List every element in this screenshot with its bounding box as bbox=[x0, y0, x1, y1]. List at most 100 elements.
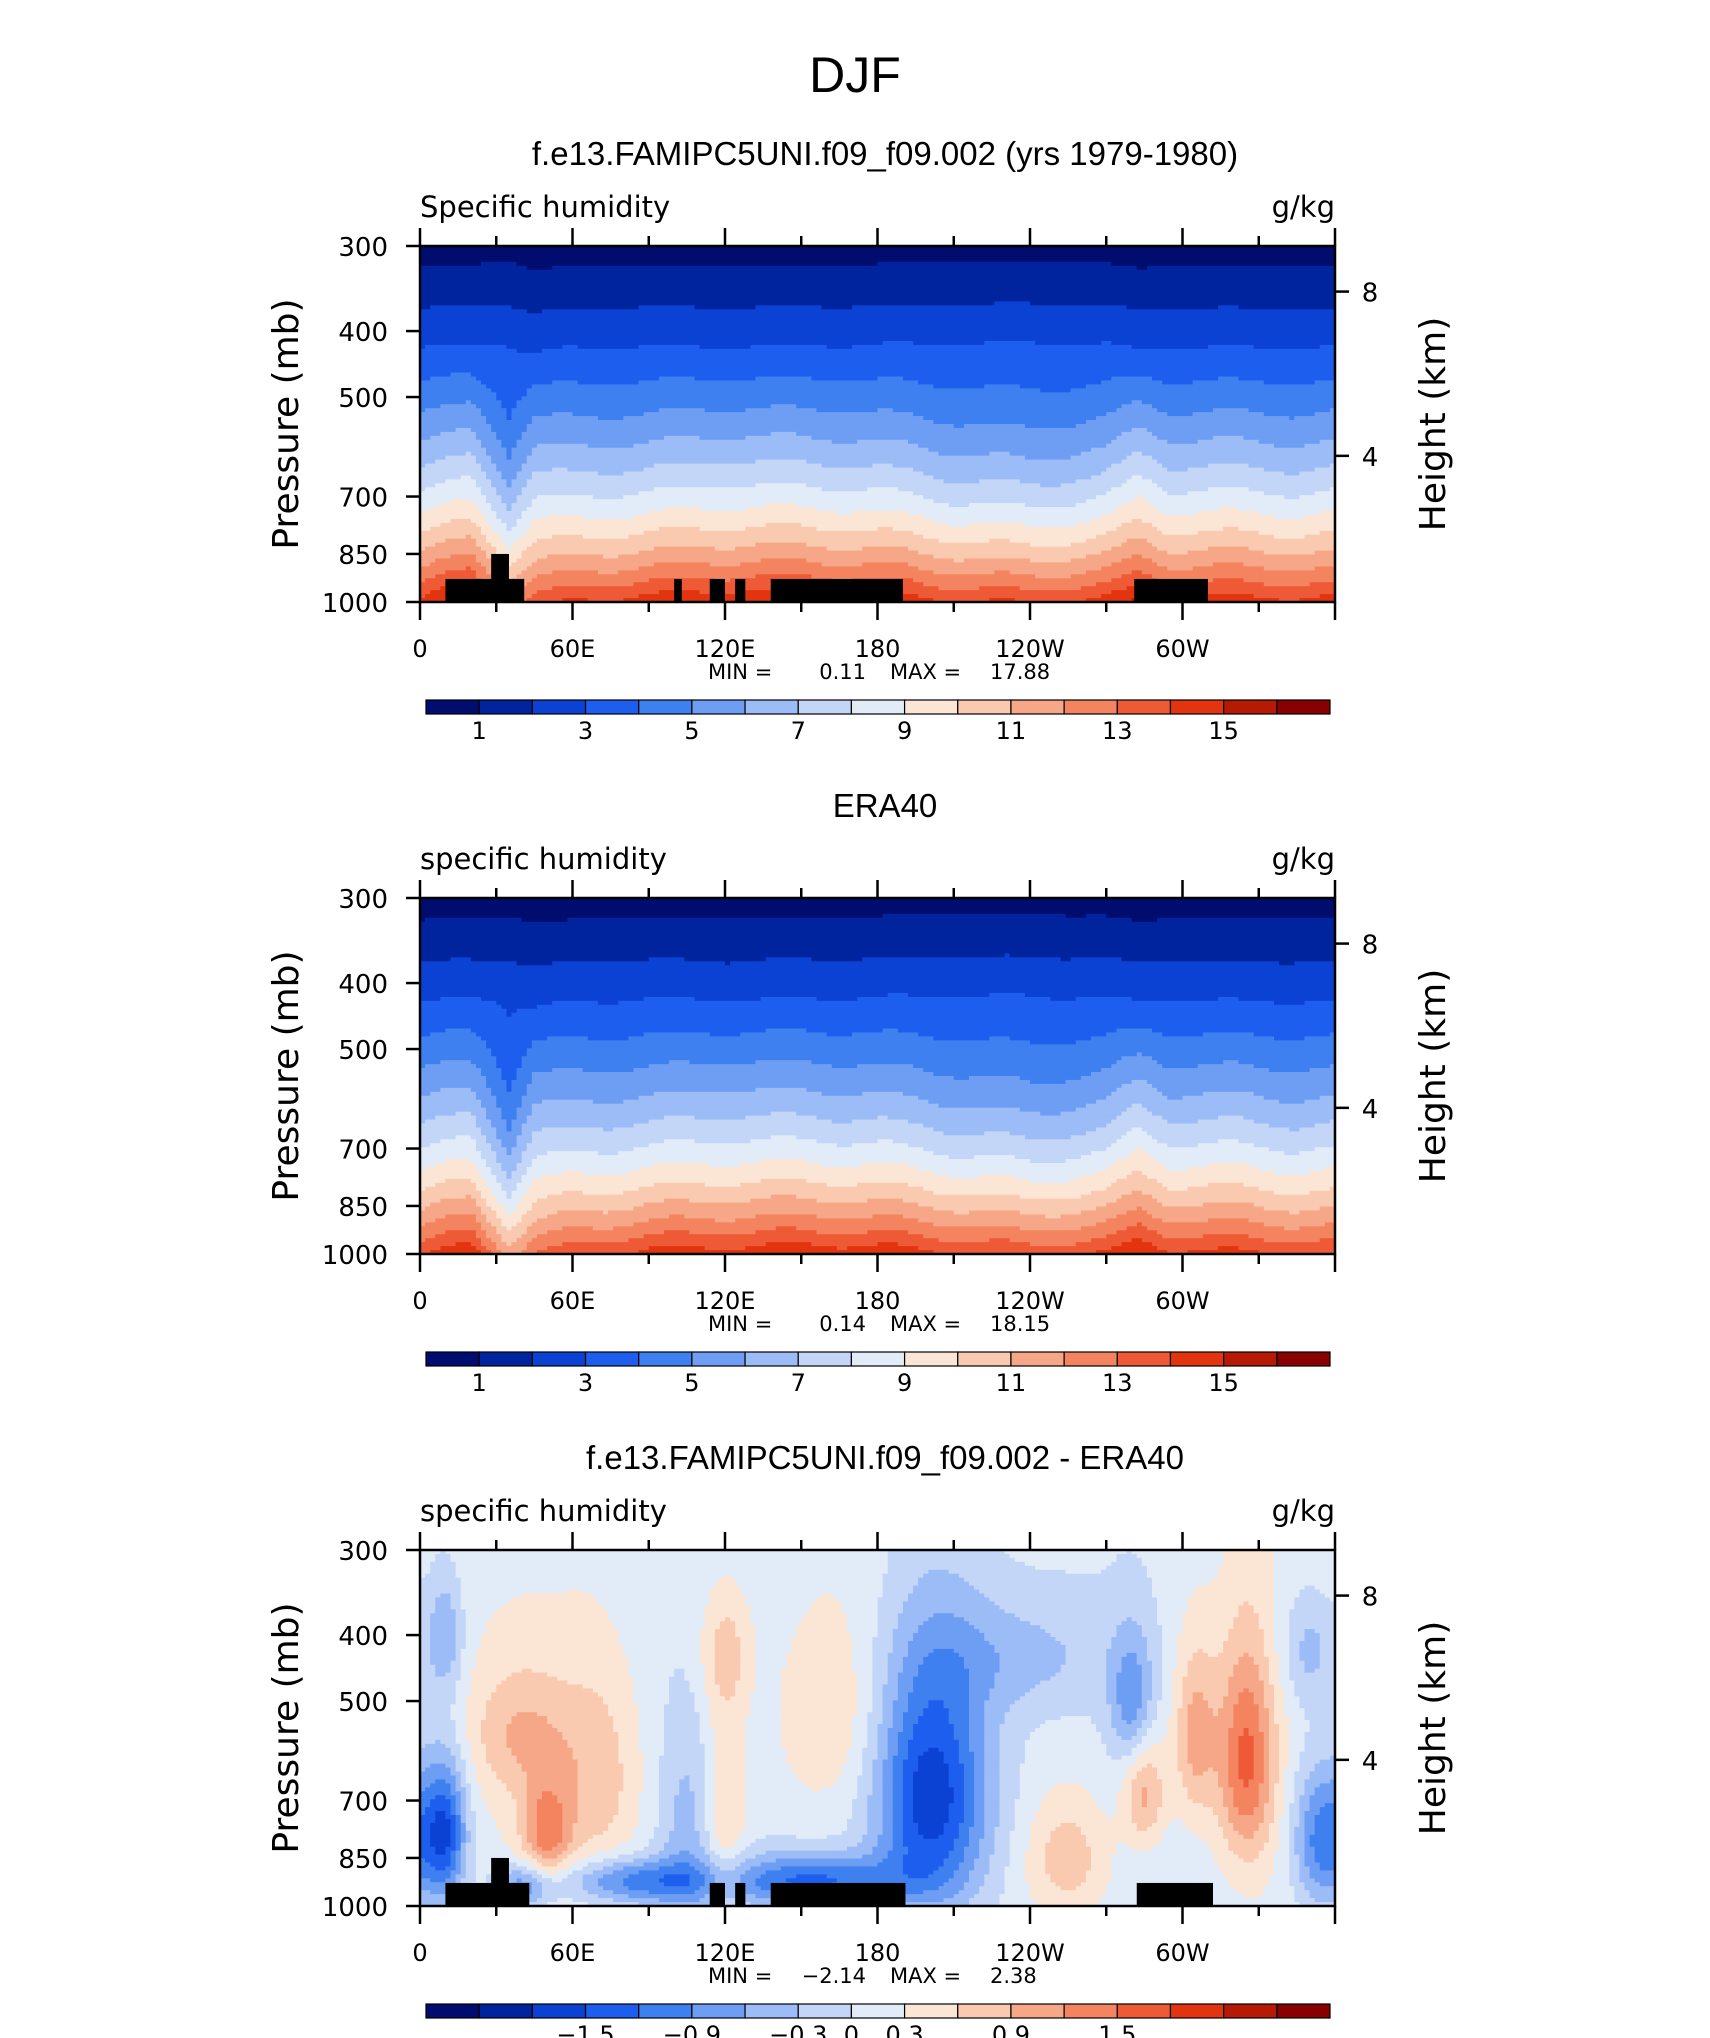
contour-cell bbox=[1314, 1791, 1335, 1796]
contour-cell bbox=[1111, 1870, 1224, 1875]
contour-cell bbox=[1248, 1218, 1335, 1223]
contour-cell bbox=[506, 344, 563, 350]
contour-cell bbox=[1141, 1238, 1265, 1243]
contour-cell bbox=[1329, 1755, 1335, 1761]
contour-cell bbox=[1024, 1751, 1107, 1757]
contour-cell bbox=[460, 1589, 569, 1595]
contour-cell bbox=[521, 1064, 650, 1069]
contour-cell bbox=[633, 1696, 670, 1701]
contour-cell bbox=[1314, 1585, 1335, 1591]
contour-cell bbox=[918, 1577, 965, 1583]
contour-cell bbox=[740, 1886, 762, 1891]
contour-cell bbox=[542, 1882, 584, 1887]
contour-cell bbox=[1274, 1190, 1311, 1196]
contour-cell bbox=[745, 507, 818, 512]
contour-cell bbox=[420, 277, 1335, 283]
contour-cell bbox=[1146, 1079, 1335, 1085]
contour-cell bbox=[704, 1763, 716, 1769]
contour-cell bbox=[674, 1818, 696, 1824]
contour-cell bbox=[999, 1605, 1158, 1610]
colorbar-swatch bbox=[1169, 2003, 1225, 2019]
contour-cell bbox=[516, 1186, 528, 1192]
contour-cell bbox=[1157, 1601, 1189, 1606]
contour-cell bbox=[841, 1830, 868, 1836]
contour-cell bbox=[1019, 1783, 1057, 1788]
contour-cell bbox=[892, 1822, 904, 1828]
contour-cell bbox=[1258, 1712, 1270, 1717]
contour-cell bbox=[908, 1739, 960, 1745]
contour-cell bbox=[597, 1878, 624, 1883]
contour-cell bbox=[1192, 566, 1265, 571]
contour-cell bbox=[745, 1791, 858, 1796]
contour-cell bbox=[699, 1648, 716, 1654]
contour-cell bbox=[460, 1597, 513, 1603]
contour-cell bbox=[958, 1834, 970, 1840]
contour-cell bbox=[1116, 408, 1158, 413]
contour-cell bbox=[1040, 388, 1072, 393]
contour-cell bbox=[979, 1629, 1046, 1634]
contour-cell bbox=[582, 1866, 604, 1871]
contour-cell bbox=[699, 1660, 716, 1666]
contour-cell bbox=[750, 1700, 782, 1705]
contour-cell bbox=[470, 1178, 487, 1184]
contour-cell bbox=[1314, 1850, 1335, 1856]
contour-cell bbox=[1279, 1842, 1290, 1848]
colorbar-label: 0.3 bbox=[886, 2021, 924, 2038]
contour-cell bbox=[628, 1874, 665, 1879]
contour-cell bbox=[1268, 1826, 1280, 1832]
contour-cell bbox=[994, 1648, 1067, 1654]
terrain-mask bbox=[445, 1882, 530, 1906]
contour-cell bbox=[516, 1815, 528, 1820]
contour-cell bbox=[430, 1202, 477, 1208]
contour-cell bbox=[577, 1791, 619, 1796]
contour-cell bbox=[1014, 1700, 1107, 1705]
contour-cell bbox=[450, 1668, 462, 1674]
contour-cell bbox=[516, 443, 538, 449]
contour-cell bbox=[572, 1830, 604, 1836]
contour-cell bbox=[430, 1644, 457, 1650]
contour-cell bbox=[755, 305, 823, 310]
contour-cell bbox=[1263, 1704, 1275, 1709]
contour-cell bbox=[1126, 479, 1153, 484]
contour-cell bbox=[1030, 1890, 1107, 1895]
contour-cell bbox=[547, 1214, 670, 1219]
contour-cell bbox=[1050, 1633, 1118, 1638]
contour-cell bbox=[1309, 1894, 1335, 1899]
contour-cell bbox=[1274, 1712, 1285, 1717]
contour-cell bbox=[420, 1218, 436, 1223]
contour-cell bbox=[1314, 1830, 1335, 1836]
contour-cell bbox=[923, 1890, 960, 1895]
contour-cell bbox=[450, 1712, 467, 1717]
contour-cell bbox=[557, 1799, 579, 1804]
contour-cell bbox=[1319, 1866, 1335, 1871]
contour-cell bbox=[1223, 1700, 1240, 1705]
contour-cell bbox=[999, 1822, 1016, 1828]
contour-cell bbox=[918, 1202, 1107, 1208]
contour-cell bbox=[872, 1637, 894, 1642]
contour-cell bbox=[531, 1890, 543, 1895]
contour-cell bbox=[892, 1799, 904, 1804]
contour-cell bbox=[420, 578, 426, 583]
contour-cell bbox=[1294, 1834, 1306, 1840]
contour-cell bbox=[994, 1846, 1011, 1852]
contour-cell bbox=[420, 1866, 436, 1871]
contour-cell bbox=[531, 1854, 543, 1860]
contour-cell bbox=[430, 1656, 457, 1662]
contour-cell bbox=[908, 1692, 970, 1697]
contour-cell bbox=[486, 1716, 513, 1721]
contour-cell bbox=[1152, 1688, 1163, 1693]
contour-cell bbox=[796, 1629, 848, 1634]
contour-cell bbox=[780, 1692, 858, 1697]
contour-cell bbox=[470, 1838, 477, 1844]
contour-cell bbox=[496, 1818, 518, 1824]
contour-cell bbox=[1177, 1751, 1189, 1757]
contour-cell bbox=[501, 499, 518, 504]
contour-cell bbox=[689, 1783, 706, 1788]
contour-cell bbox=[1111, 1163, 1163, 1168]
contour-cell bbox=[816, 996, 858, 1002]
contour-cell bbox=[475, 1811, 492, 1816]
contour-cell bbox=[435, 1850, 447, 1856]
contour-cell bbox=[420, 953, 1006, 958]
contour-cell bbox=[1258, 530, 1321, 536]
contour-cell bbox=[852, 344, 1133, 350]
